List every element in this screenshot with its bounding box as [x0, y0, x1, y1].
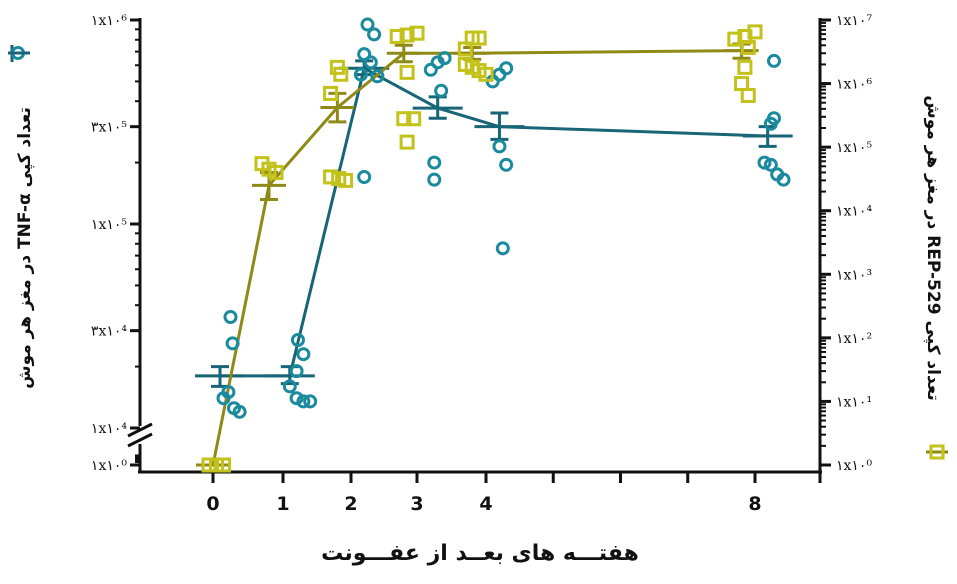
tnf-point [223, 310, 238, 325]
rep-point [333, 66, 349, 82]
rep-point [747, 24, 763, 40]
tnf-point [763, 157, 778, 172]
left-tick-label: ۱x۱۰⁴ [91, 421, 127, 437]
rep-point [727, 31, 743, 47]
tnf-point [757, 155, 772, 170]
rep-point [216, 457, 231, 473]
tnf-point [360, 17, 375, 32]
rep-point [268, 164, 284, 180]
axes-layer [127, 18, 822, 474]
rep-legend-marker [929, 444, 945, 460]
x-axis-title: هفتـــه های بعــد از عفـــونت [321, 541, 639, 566]
ticks-layer: ۱x۱۰⁶ ۳x۱۰⁵ ۱x۱۰⁵ ۳x۱۰⁴ ۱x۱۰⁴ ۱x۱۰⁰ ۱x۱۰⁷ ۱x۱۰⁶… [91, 13, 873, 515]
rep-point [740, 87, 756, 103]
left-tick-label: ۱x۱۰⁰ [91, 458, 127, 474]
titles-layer: هفتـــه های بعــد از عفـــونت تعداد کپی … [15, 95, 943, 566]
rep-point [740, 39, 756, 55]
right-tick-label: ۱x۱۰⁵ [836, 140, 872, 156]
tnf-point [357, 47, 372, 62]
tnf-point [353, 67, 368, 82]
left-axis-title-group: تعداد کپی TNF-α در مغز هر موش [15, 107, 35, 389]
axis-break-mark-top [127, 422, 153, 438]
right-tick-label: ۱x۱۰³ [836, 267, 872, 283]
tnf-point [289, 391, 304, 406]
tnf-point [492, 139, 507, 154]
right-tick-label: ۱x۱۰⁴ [836, 204, 872, 220]
tnf-point [225, 336, 240, 351]
rep-point [471, 30, 487, 46]
x-tick-label: 8 [748, 493, 761, 515]
tnf-point [427, 155, 442, 170]
tnf-point [363, 55, 378, 70]
lines-layer [195, 42, 793, 467]
left-axis-title: تعداد کپی TNF-α در مغز هر موش [15, 107, 35, 389]
rep-point [338, 172, 354, 188]
rep-point [323, 169, 339, 185]
tnf-point [221, 385, 236, 400]
right-tick-label: ۱x۱۰⁰ [836, 458, 872, 474]
rep-point [409, 25, 425, 41]
left-tick-label: ۳x۱۰⁵ [91, 120, 127, 136]
rep-point [457, 56, 473, 72]
tnf-point [282, 379, 297, 394]
tnf-point [290, 333, 305, 348]
tnf-point [499, 157, 514, 172]
rep-point [406, 111, 422, 127]
rep-point [399, 27, 415, 43]
tnf-point [767, 53, 781, 68]
left-tick-label: ۳x۱۰⁴ [91, 324, 127, 340]
axis-break-mark-bottom [127, 432, 153, 448]
tnf-point [357, 169, 372, 184]
left-tick-label: ۱x۱۰⁶ [91, 13, 127, 29]
rep-point [734, 76, 750, 92]
right-axis-title-group: تعداد کپی REP-529 در مغز هر موش [923, 95, 943, 401]
tnf-point [296, 347, 311, 362]
rep-point [478, 66, 494, 82]
x-tick-label: 2 [344, 493, 357, 515]
right-tick-label: ۱x۱۰⁷ [836, 13, 872, 29]
tnf-point [495, 241, 510, 256]
right-tick-label: ۱x۱۰⁶ [836, 77, 872, 93]
tnf-point [427, 172, 442, 187]
tnf-point [367, 27, 382, 42]
right-axis-title: تعداد کپی REP-529 در مغز هر موش [923, 95, 943, 401]
x-tick-label: 4 [479, 493, 492, 515]
tnf-point [423, 62, 438, 77]
x-tick-label: 0 [206, 493, 219, 515]
tnf-point [434, 83, 449, 98]
rep-mean-line [211, 49, 742, 466]
tnf-point [289, 364, 304, 379]
tnf-point [303, 394, 318, 409]
legend-layer [8, 45, 948, 460]
rep-point [399, 64, 415, 80]
rep-point [389, 29, 405, 45]
rep-point [737, 59, 753, 75]
tnf-point [370, 69, 385, 84]
left-tick-label: ۱x۱۰⁵ [91, 217, 127, 233]
rep-point [457, 41, 473, 57]
tnf-point [232, 404, 247, 419]
tnf-point [776, 172, 791, 187]
tnf-point [296, 394, 311, 409]
right-tick-label: ۱x۱۰¹ [836, 394, 872, 410]
tnf-point [763, 116, 778, 131]
x-tick-label: 1 [276, 493, 289, 515]
rep-point [323, 85, 339, 101]
rep-point [396, 111, 412, 127]
rep-point [399, 134, 415, 150]
tnf-point [430, 55, 445, 70]
right-tick-label: ۱x۱۰² [836, 331, 872, 347]
points-layer [201, 17, 791, 473]
x-tick-label: 3 [410, 493, 423, 515]
